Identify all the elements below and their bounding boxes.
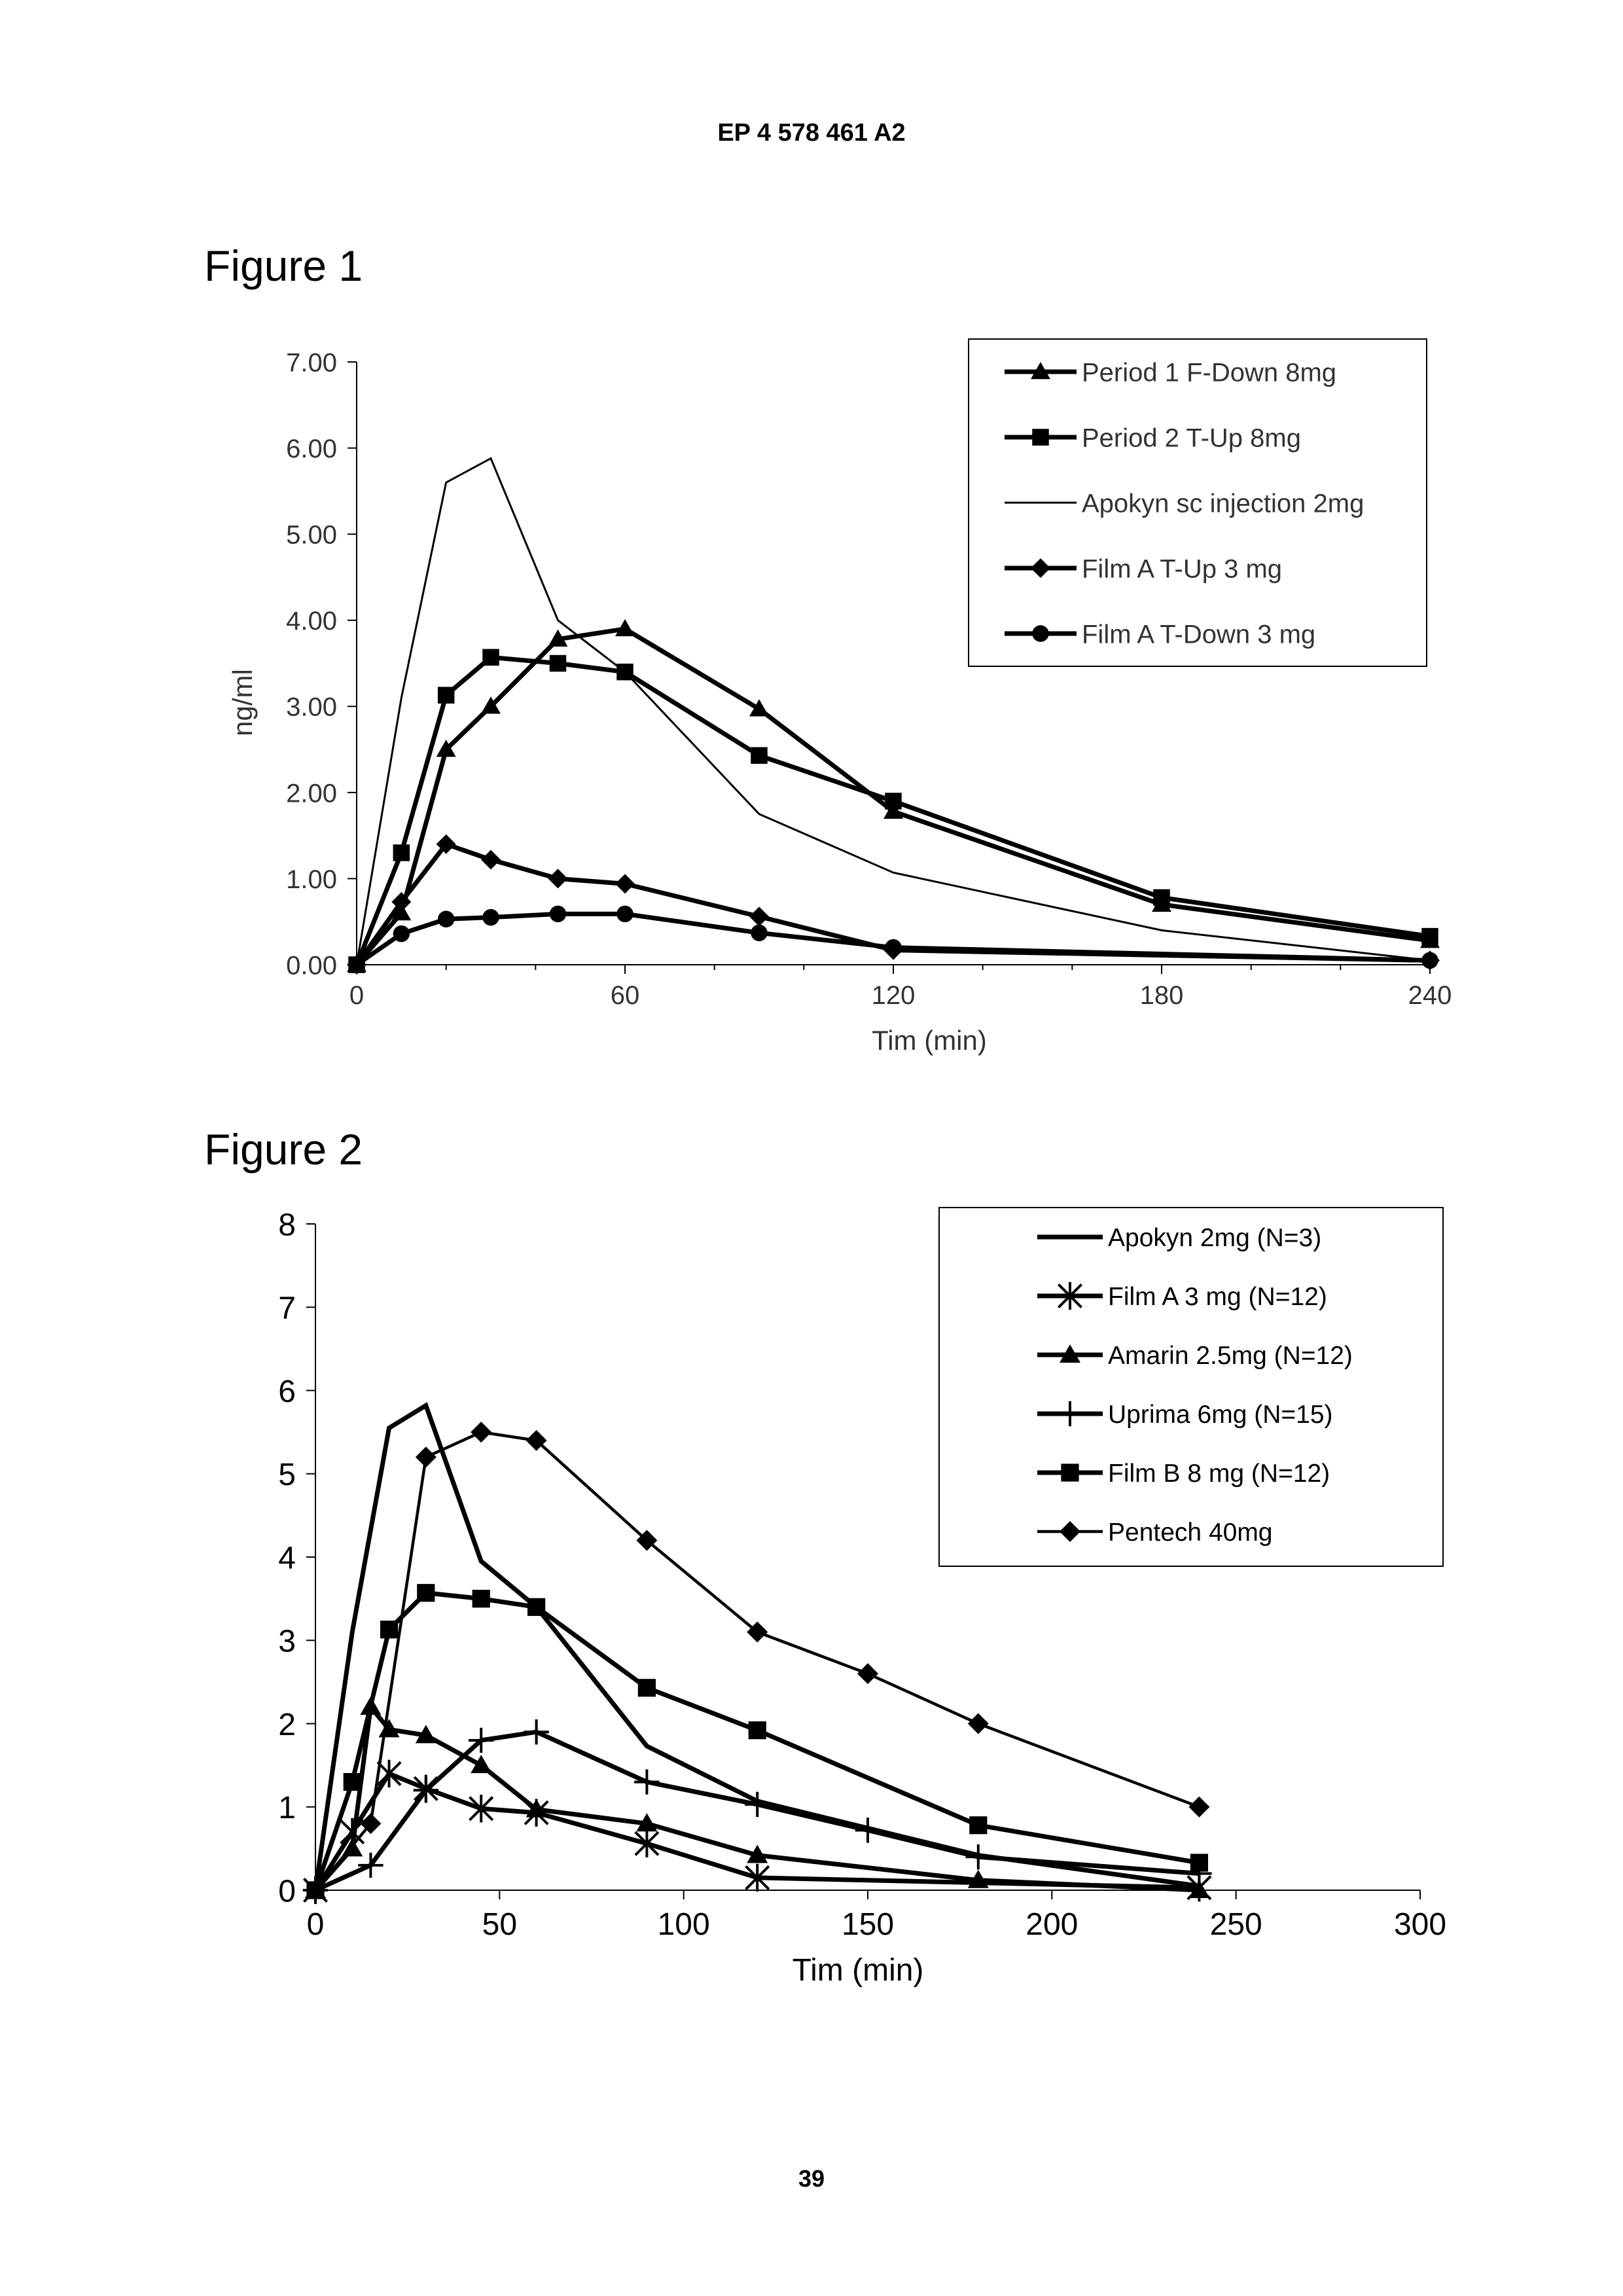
chart1-point-pentech-40mg (857, 1663, 878, 1684)
chart1-x-tick-label: 250 (1210, 1907, 1262, 1942)
chart1-point-film-b-8-mg-n-12 (527, 1598, 545, 1616)
chart1-legend-label: Film A 3 mg (N=12) (1108, 1283, 1327, 1311)
chart1-point-film-b-8-mg-n-12 (749, 1721, 766, 1739)
chart1-point-film-b-8-mg-n-12 (969, 1816, 987, 1834)
chart1-point-pentech-40mg (416, 1446, 437, 1467)
chart1-x-tick-label: 150 (842, 1907, 894, 1942)
chart1-legend-label: Amarin 2.5mg (N=12) (1108, 1342, 1353, 1370)
chart1-point-film-b-8-mg-n-12 (638, 1679, 656, 1696)
chart1-y-tick-label: 5 (278, 1458, 296, 1492)
figure-2-chart: 0 1 2 3 4 5 6 7 8 0 50 100 150 200 250 300 Tim (min) Apok… (0, 0, 1623, 2094)
chart1-point-film-b-8-mg-n-12 (344, 1773, 361, 1791)
chart1-y-tick-label: 2 (278, 1708, 296, 1742)
chart1-legend-label: Pentech 40mg (1108, 1518, 1273, 1547)
chart1-point-pentech-40mg (471, 1422, 491, 1443)
chart1-y-tick-label: 6 (278, 1374, 296, 1409)
chart1-y-tick-label: 4 (278, 1541, 296, 1575)
chart1-x-tick-label: 200 (1026, 1907, 1078, 1942)
chart1-point-uprima-6mg-n-15 (966, 1844, 991, 1869)
chart1-legend-label: Film B 8 mg (N=12) (1108, 1460, 1330, 1488)
chart1-x-tick-label: 50 (482, 1907, 517, 1942)
chart1-point-pentech-40mg (1188, 1797, 1209, 1818)
chart1-y-tick-label: 0 (278, 1874, 296, 1909)
chart1-y-tick-label: 3 (278, 1624, 296, 1659)
chart1-x-tick-label: 0 (307, 1907, 325, 1942)
chart1-y-tick-label: 7 (278, 1291, 296, 1326)
chart1-x-tick-label: 300 (1394, 1907, 1446, 1942)
chart1-legend (939, 1208, 1443, 1566)
chart1-point-pentech-40mg (968, 1713, 989, 1734)
chart1-point-amarin-2-5mg-n-12 (471, 1755, 491, 1773)
chart1-point-uprima-6mg-n-15 (634, 1769, 659, 1794)
chart1-legend-marker (1061, 1463, 1079, 1481)
chart1-x-axis-label: Tim (min) (793, 1953, 924, 1988)
chart1-point-film-b-8-mg-n-12 (473, 1590, 490, 1607)
chart1-x-tick-label: 100 (658, 1907, 710, 1942)
chart1-point-film-b-8-mg-n-12 (417, 1584, 435, 1602)
chart1-legend-label: Apokyn 2mg (N=3) (1108, 1224, 1321, 1252)
chart1-y-tick-label: 8 (278, 1208, 296, 1242)
chart1-point-uprima-6mg-n-15 (524, 1719, 548, 1744)
chart1-y-tick-label: 1 (278, 1791, 296, 1825)
chart1-legend-label: Uprima 6mg (N=15) (1108, 1401, 1333, 1429)
chart1-point-uprima-6mg-n-15 (855, 1818, 880, 1842)
chart1-point-film-b-8-mg-n-12 (380, 1621, 398, 1638)
page-number: 39 (0, 2165, 1623, 2193)
chart1-point-film-b-8-mg-n-12 (1190, 1854, 1208, 1871)
chart1-legend-entry-film-a-3-mg-n-12: Film A 3 mg (N=12) (1037, 1282, 1327, 1311)
